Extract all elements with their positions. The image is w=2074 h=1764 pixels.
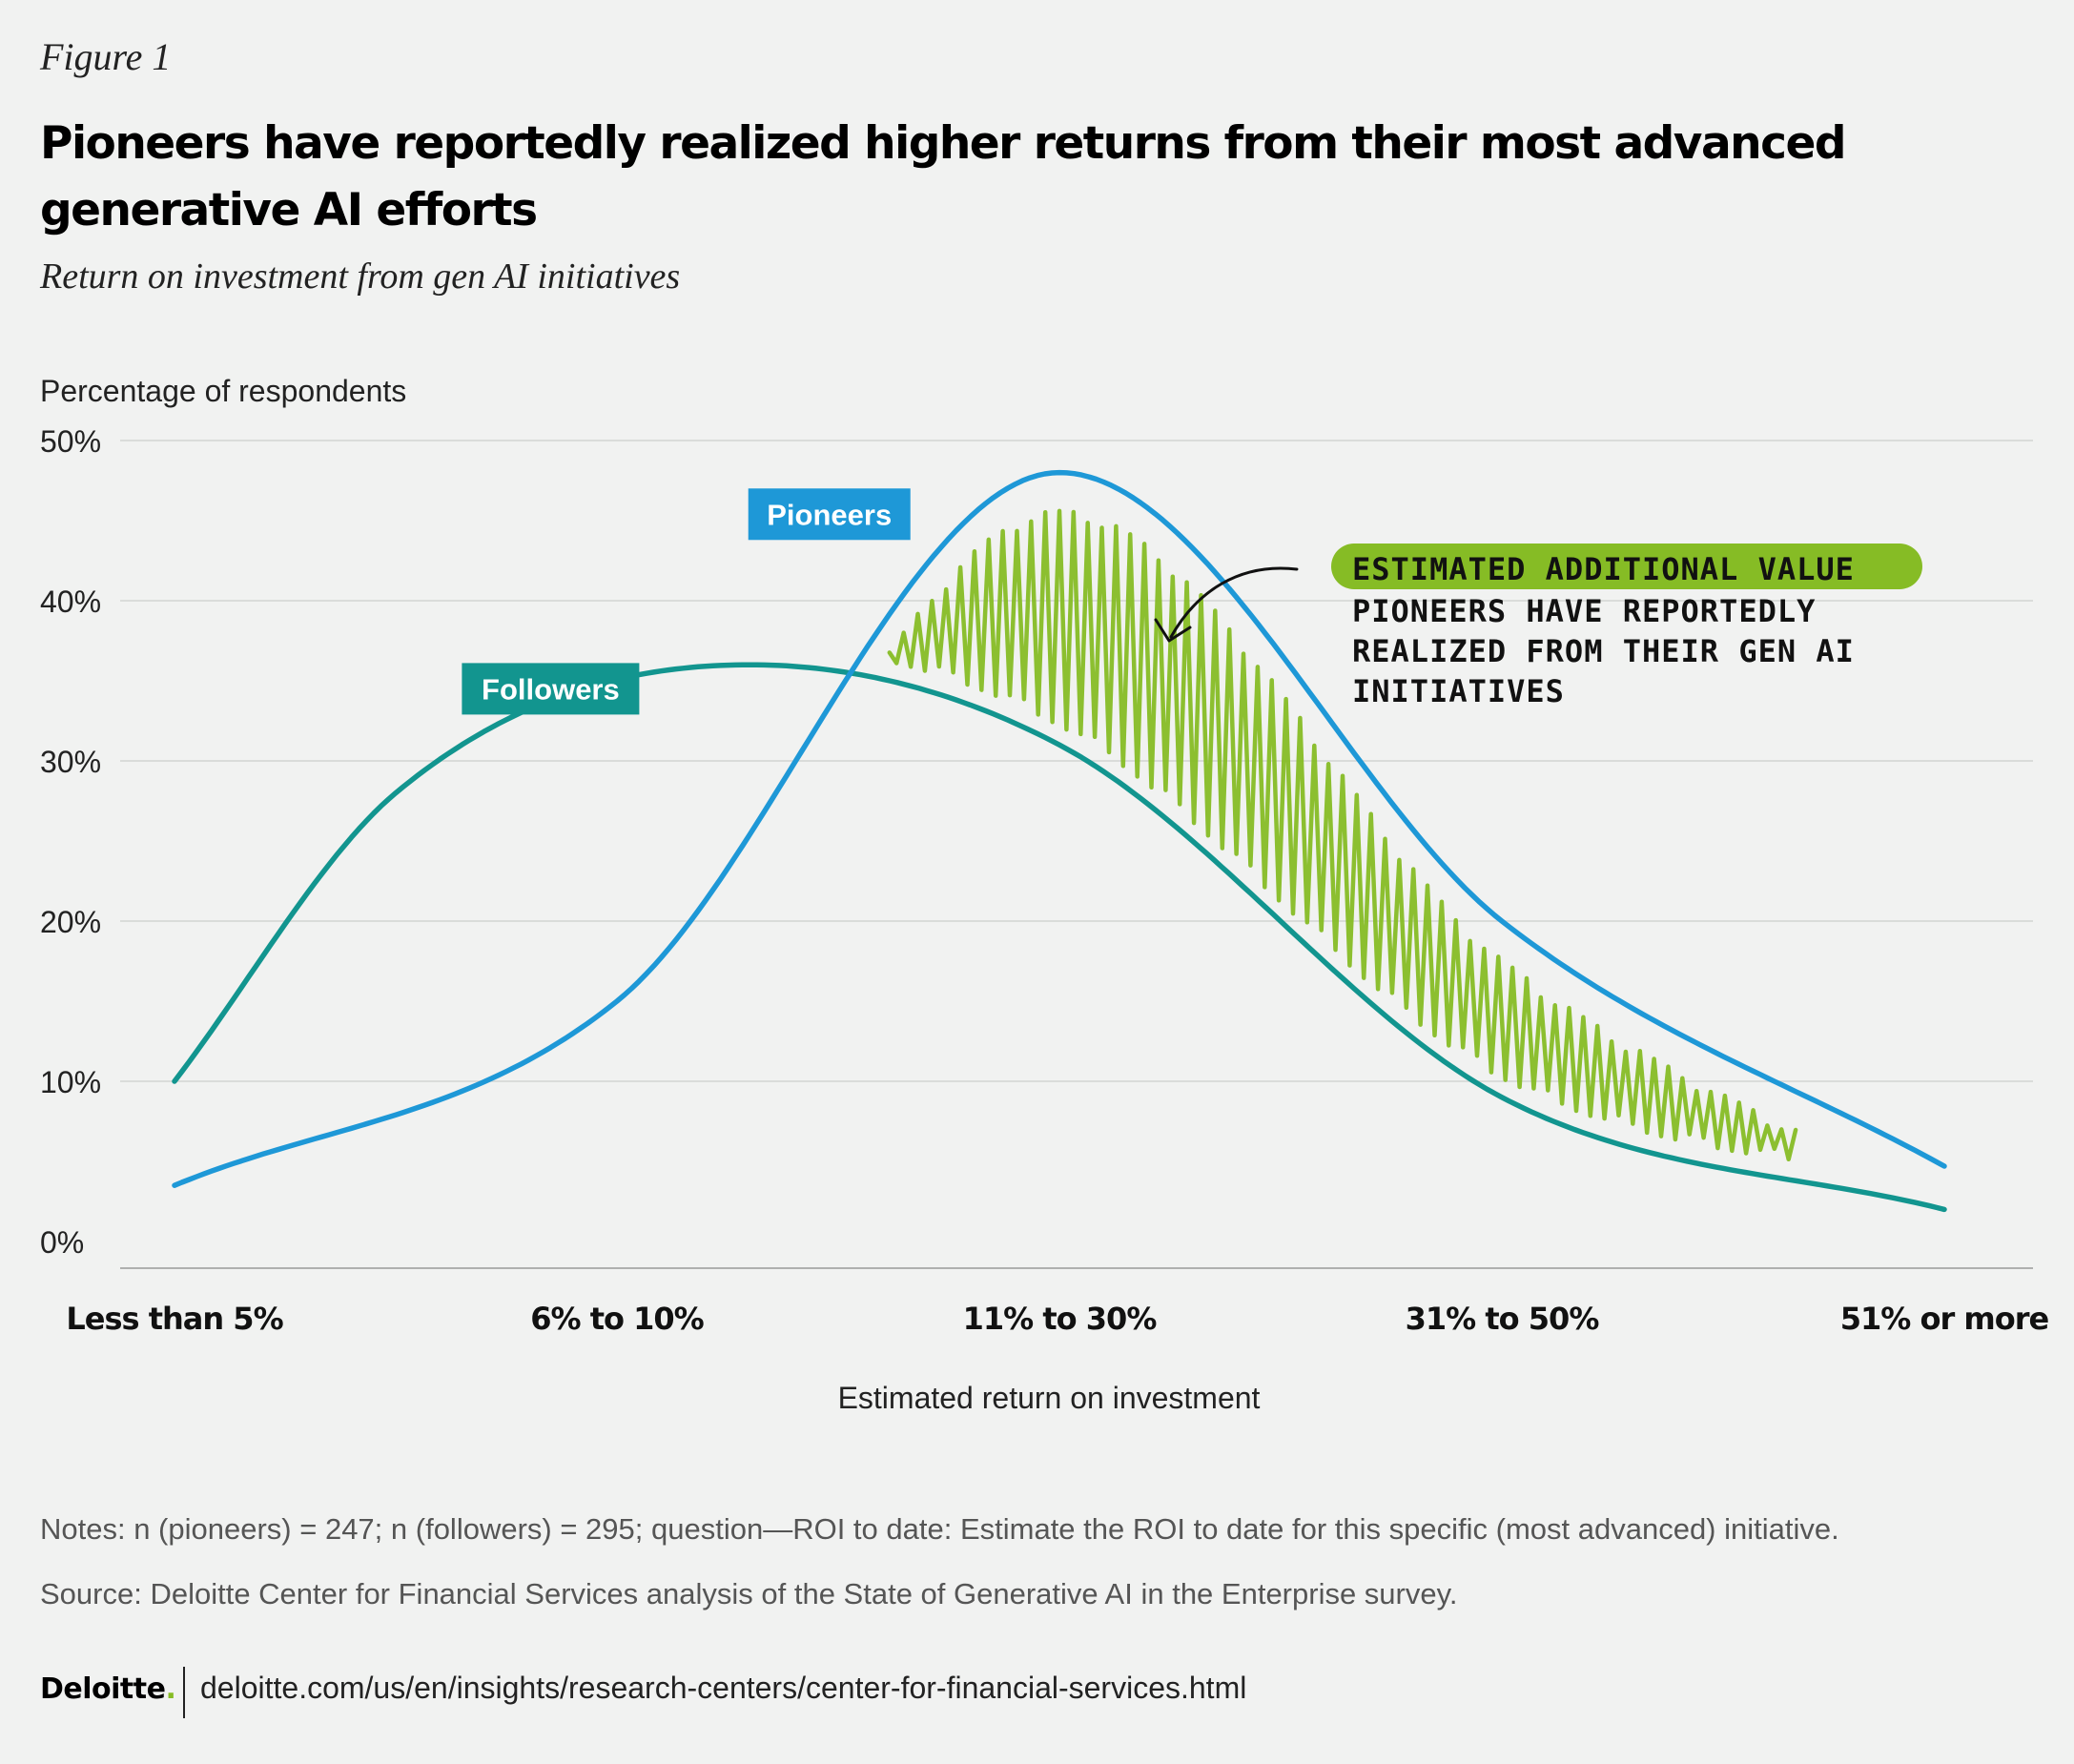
series-line-pioneers [172, 469, 1947, 1188]
y-tick-label: 30% [40, 745, 101, 779]
chart-title: Pioneers have reportedly realized higher… [40, 117, 1847, 236]
x-axis-title: Estimated return on investment [838, 1381, 1261, 1415]
annotation-heading: ESTIMATED ADDITIONAL VALUE [1352, 551, 1855, 587]
annotation-line: REALIZED FROM THEIR GEN AI [1352, 633, 1855, 669]
additional-value-scribble [887, 508, 1798, 1162]
scribble-fill [887, 508, 1798, 1162]
chart-subtitle: Return on investment from gen AI initiat… [40, 256, 681, 297]
x-tick-label: 6% to 10% [530, 1301, 704, 1337]
annotation-arrow [1169, 566, 1299, 639]
series-label-box-followers [462, 663, 640, 715]
y-tick-label: 20% [40, 905, 101, 939]
x-tick-label: 11% to 30% [963, 1301, 1158, 1337]
y-tick-labels: 0% 10% 20% 30% 40% 50% [40, 424, 101, 1260]
roi-line-chart: 0% 10% 20% 30% 40% 50% Less than 5% 6% to 10% 1… [40, 424, 2050, 1415]
annotation-arrowhead [1154, 618, 1192, 643]
x-tick-label: Less than 5% [66, 1301, 283, 1337]
x-tick-label: 31% to 50% [1406, 1301, 1600, 1337]
series-labels: Followers Pioneers [462, 488, 911, 715]
series-label-pioneers: Pioneers [767, 498, 892, 531]
footer-divider [183, 1667, 185, 1718]
y-tick-label: 50% [40, 424, 101, 459]
source-text: Source: Deloitte Center for Financial Se… [40, 1577, 1458, 1610]
y-tick-label: 40% [40, 585, 101, 619]
y-axis-title: Percentage of respondents [40, 374, 407, 408]
deloitte-logo: Deloitte. [40, 1672, 176, 1706]
series-lines [172, 469, 1947, 1213]
x-tick-labels: Less than 5% 6% to 10% 11% to 30% 31% to 50… [66, 1301, 2049, 1337]
x-tick-label: 51% or more [1840, 1301, 2049, 1337]
series-label-box-pioneers [748, 488, 911, 541]
y-tick-label: 10% [40, 1065, 101, 1099]
y-tick-label: 0% [40, 1225, 84, 1260]
annotation-line: INITIATIVES [1352, 673, 1565, 709]
annotation-highlight [1331, 544, 1922, 589]
series-line-followers [172, 662, 1947, 1213]
series-label-followers: Followers [482, 672, 620, 706]
footer-url[interactable]: deloitte.com/us/en/insights/research-cen… [200, 1671, 1247, 1705]
notes-text: Notes: n (pioneers) = 247; n (followers)… [40, 1512, 1839, 1546]
annotation-line: PIONEERS HAVE REPORTEDLY [1352, 593, 1816, 629]
figure-label: Figure 1 [40, 35, 172, 78]
annotation: ESTIMATED ADDITIONAL VALUE PIONEERS HAVE … [1154, 544, 1922, 709]
